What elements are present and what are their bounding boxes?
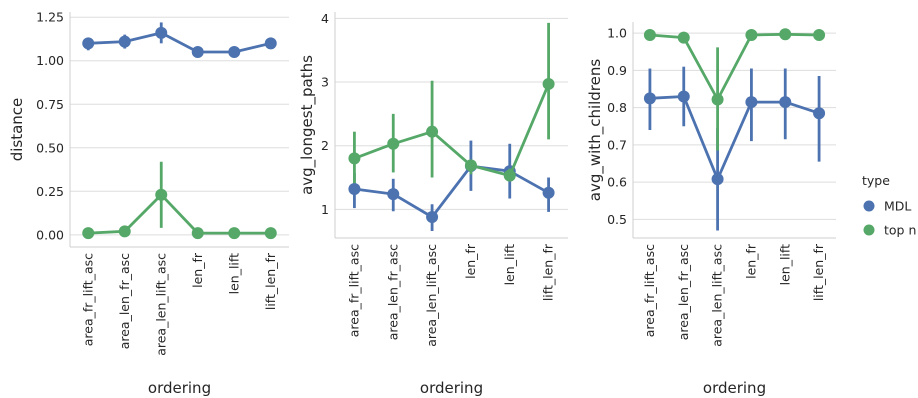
data-point bbox=[542, 186, 555, 199]
y-tick-label: 0.00 bbox=[36, 227, 64, 242]
x-tick-label: area_len_lift_asc bbox=[710, 244, 725, 347]
panel-1: 0.00 0.25 0.50 0.75 1.00 1.25 area_fr_lift_asc… bbox=[8, 10, 289, 397]
y-tick-label: 3 bbox=[321, 75, 329, 90]
x-tick-label: lift_len_fr bbox=[263, 252, 278, 310]
legend: type MDL top n bbox=[862, 173, 916, 238]
data-point bbox=[677, 90, 690, 103]
y-tick-label: 1 bbox=[321, 202, 329, 217]
x-tick-label: len_fr bbox=[743, 243, 758, 279]
y-tick-label: 0.50 bbox=[36, 140, 64, 155]
panel-3: 0.5 0.6 0.7 0.8 0.9 1.0 area_fr_lift_asc area_l… bbox=[586, 22, 836, 397]
x-tick-label: len_lift bbox=[777, 244, 792, 285]
x-tick-label: len_fr bbox=[190, 252, 205, 288]
x-tick-label: lift_len_fr bbox=[811, 243, 826, 301]
data-point bbox=[348, 182, 361, 195]
data-point bbox=[228, 46, 241, 59]
panel-2: 1 2 3 4 area_fr_lift_asc area_len_fr_asc area_… bbox=[298, 11, 568, 397]
data-point bbox=[264, 37, 277, 50]
x-tick-label: area_fr_lift_asc bbox=[80, 253, 95, 346]
x-tick-label: len_lift bbox=[226, 253, 241, 294]
data-point bbox=[779, 28, 792, 41]
x-tick-label: area_len_fr_asc bbox=[117, 253, 132, 349]
x-axis-label: ordering bbox=[148, 379, 211, 397]
data-point bbox=[191, 227, 204, 240]
y-tick-label: 1.00 bbox=[36, 53, 64, 68]
data-point bbox=[426, 210, 439, 223]
y-axis-label: avg_with_childrens bbox=[586, 59, 605, 202]
data-point bbox=[643, 92, 656, 105]
data-point bbox=[711, 173, 724, 186]
series-top-n bbox=[348, 22, 555, 184]
y-tick-label: 4 bbox=[321, 11, 329, 26]
data-point bbox=[745, 96, 758, 109]
data-point bbox=[348, 152, 361, 165]
y-tick-label: 0.8 bbox=[607, 100, 627, 115]
x-tick-label: lift_len_fr bbox=[541, 243, 556, 301]
data-point bbox=[264, 227, 277, 240]
y-tick-label: 0.75 bbox=[36, 97, 64, 112]
data-point bbox=[155, 188, 168, 201]
x-tick-label: area_len_lift_asc bbox=[153, 253, 168, 356]
data-point bbox=[228, 227, 241, 240]
y-axis-label: distance bbox=[8, 98, 26, 162]
data-point bbox=[387, 137, 400, 150]
data-point bbox=[711, 93, 724, 106]
x-tick-label: area_len_fr_asc bbox=[385, 244, 400, 340]
y-axis-label: avg_longest_paths bbox=[298, 55, 317, 195]
series-mdl bbox=[82, 22, 277, 59]
data-point bbox=[813, 29, 826, 42]
series-mdl bbox=[348, 140, 555, 231]
series-top-n bbox=[643, 28, 826, 151]
data-point bbox=[118, 225, 131, 238]
legend-item: MDL bbox=[863, 199, 911, 214]
y-tick-label: 0.25 bbox=[36, 184, 64, 199]
data-point bbox=[677, 31, 690, 44]
legend-marker bbox=[863, 200, 875, 212]
data-point bbox=[82, 37, 95, 50]
legend-marker bbox=[863, 224, 875, 236]
x-axis-label: ordering bbox=[420, 379, 483, 397]
data-point bbox=[464, 159, 477, 172]
x-tick-label: len_lift bbox=[502, 244, 517, 285]
data-point bbox=[155, 26, 168, 39]
y-tick-label: 2 bbox=[321, 138, 329, 153]
legend-title: type bbox=[862, 173, 890, 188]
y-tick-label: 0.5 bbox=[607, 212, 627, 227]
data-point bbox=[426, 125, 439, 138]
series-line bbox=[649, 32, 820, 101]
data-point bbox=[745, 29, 758, 42]
data-point bbox=[813, 107, 826, 120]
y-tick-label: 0.9 bbox=[607, 63, 627, 78]
legend-label: MDL bbox=[884, 199, 911, 214]
data-point bbox=[387, 188, 400, 201]
legend-label: top n bbox=[884, 223, 916, 238]
series-mdl bbox=[643, 66, 826, 231]
data-point bbox=[542, 77, 555, 90]
series-line bbox=[354, 164, 550, 219]
data-point bbox=[118, 35, 131, 48]
series-top-n bbox=[82, 161, 277, 240]
series-line bbox=[88, 193, 271, 235]
data-point bbox=[191, 46, 204, 59]
x-tick-label: area_fr_lift_asc bbox=[642, 244, 657, 337]
panels: 0.00 0.25 0.50 0.75 1.00 1.25 area_fr_lift_asc… bbox=[8, 10, 836, 397]
series-line bbox=[353, 83, 550, 178]
data-point bbox=[643, 29, 656, 42]
y-tick-label: 1.0 bbox=[607, 26, 627, 41]
y-tick-label: 0.6 bbox=[607, 175, 627, 190]
x-tick-label: area_len_fr_asc bbox=[676, 244, 691, 340]
y-tick-label: 1.25 bbox=[36, 10, 64, 25]
legend-item: top n bbox=[863, 223, 916, 238]
data-point bbox=[779, 96, 792, 109]
x-tick-label: len_fr bbox=[463, 243, 478, 279]
series-line bbox=[88, 31, 272, 54]
data-point bbox=[503, 169, 516, 182]
data-point bbox=[82, 227, 95, 240]
series-line bbox=[649, 95, 820, 181]
x-tick-label: area_len_lift_asc bbox=[424, 244, 439, 347]
y-tick-label: 0.7 bbox=[607, 137, 627, 152]
x-tick-label: area_fr_lift_asc bbox=[346, 244, 361, 337]
x-axis-label: ordering bbox=[703, 379, 766, 397]
